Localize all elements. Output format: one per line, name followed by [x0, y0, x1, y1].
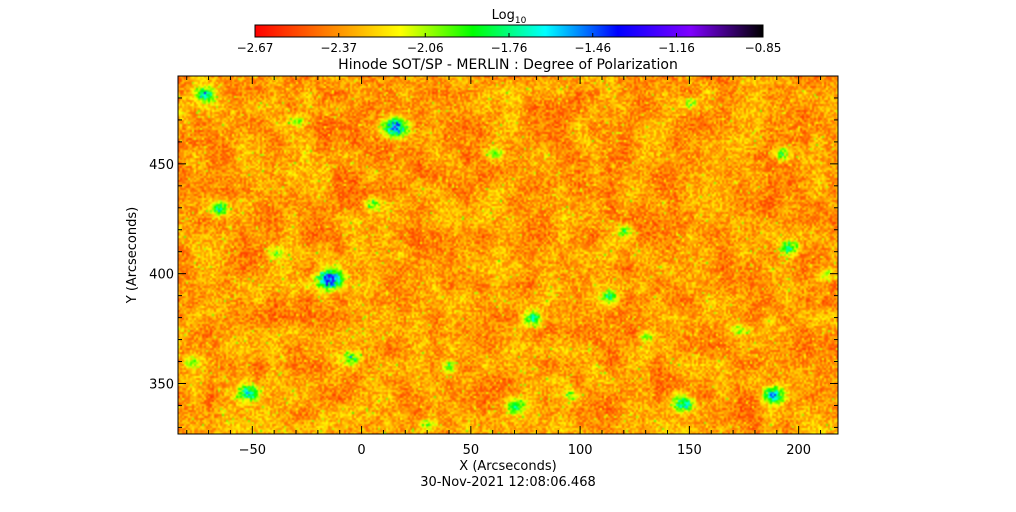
y-axis-ticks: 350 400 450 — [149, 75, 838, 428]
colorbar-tick-label: −1.76 — [491, 41, 528, 55]
y-tick-label: 450 — [149, 158, 174, 173]
polarization-heatmap — [178, 76, 838, 434]
y-tick-label: 350 — [149, 377, 174, 392]
x-tick-label: 100 — [568, 443, 593, 458]
chart-title: Hinode SOT/SP - MERLIN : Degree of Polar… — [338, 57, 678, 73]
x-tick-label: 200 — [786, 443, 811, 458]
y-tick-label: 400 — [149, 268, 174, 283]
colorbar-label-subscript: 10 — [515, 16, 527, 26]
colorbar-tick-label: −1.16 — [658, 41, 695, 55]
colorbar-ticks: −2.67 −2.37 −2.06 −1.76 −1.46 −1.16 −0.85 — [237, 33, 782, 55]
colorbar-tick-label: −0.85 — [745, 41, 782, 55]
colorbar-label: Log10 — [492, 8, 527, 26]
plot-frame — [177, 75, 839, 435]
colorbar: Log10 −2.67 −2.37 −2.06 −1.76 −1.46 −1.16 −0.8… — [237, 8, 782, 55]
colorbar-tick-label: −2.37 — [320, 41, 357, 55]
x-axis-label: X (Arcseconds) — [459, 459, 556, 474]
x-tick-label: 150 — [677, 443, 702, 458]
x-axis-ticks: −50 0 50 100 150 200 — [186, 76, 822, 458]
timestamp: 30-Nov-2021 12:08:06.468 — [420, 475, 596, 490]
colorbar-tick-label: −2.67 — [237, 41, 274, 55]
plot-area: −50 0 50 100 150 200 350 400 450 — [149, 75, 839, 458]
colorbar-tick-label: −2.06 — [407, 41, 444, 55]
x-tick-label: 50 — [463, 443, 480, 458]
x-tick-label: 0 — [357, 443, 365, 458]
colorbar-tick-label: −1.46 — [574, 41, 611, 55]
colorbar-label-base: Log — [492, 8, 515, 23]
y-axis-label: Y (Arcseconds) — [125, 207, 140, 304]
x-tick-label: −50 — [239, 443, 266, 458]
